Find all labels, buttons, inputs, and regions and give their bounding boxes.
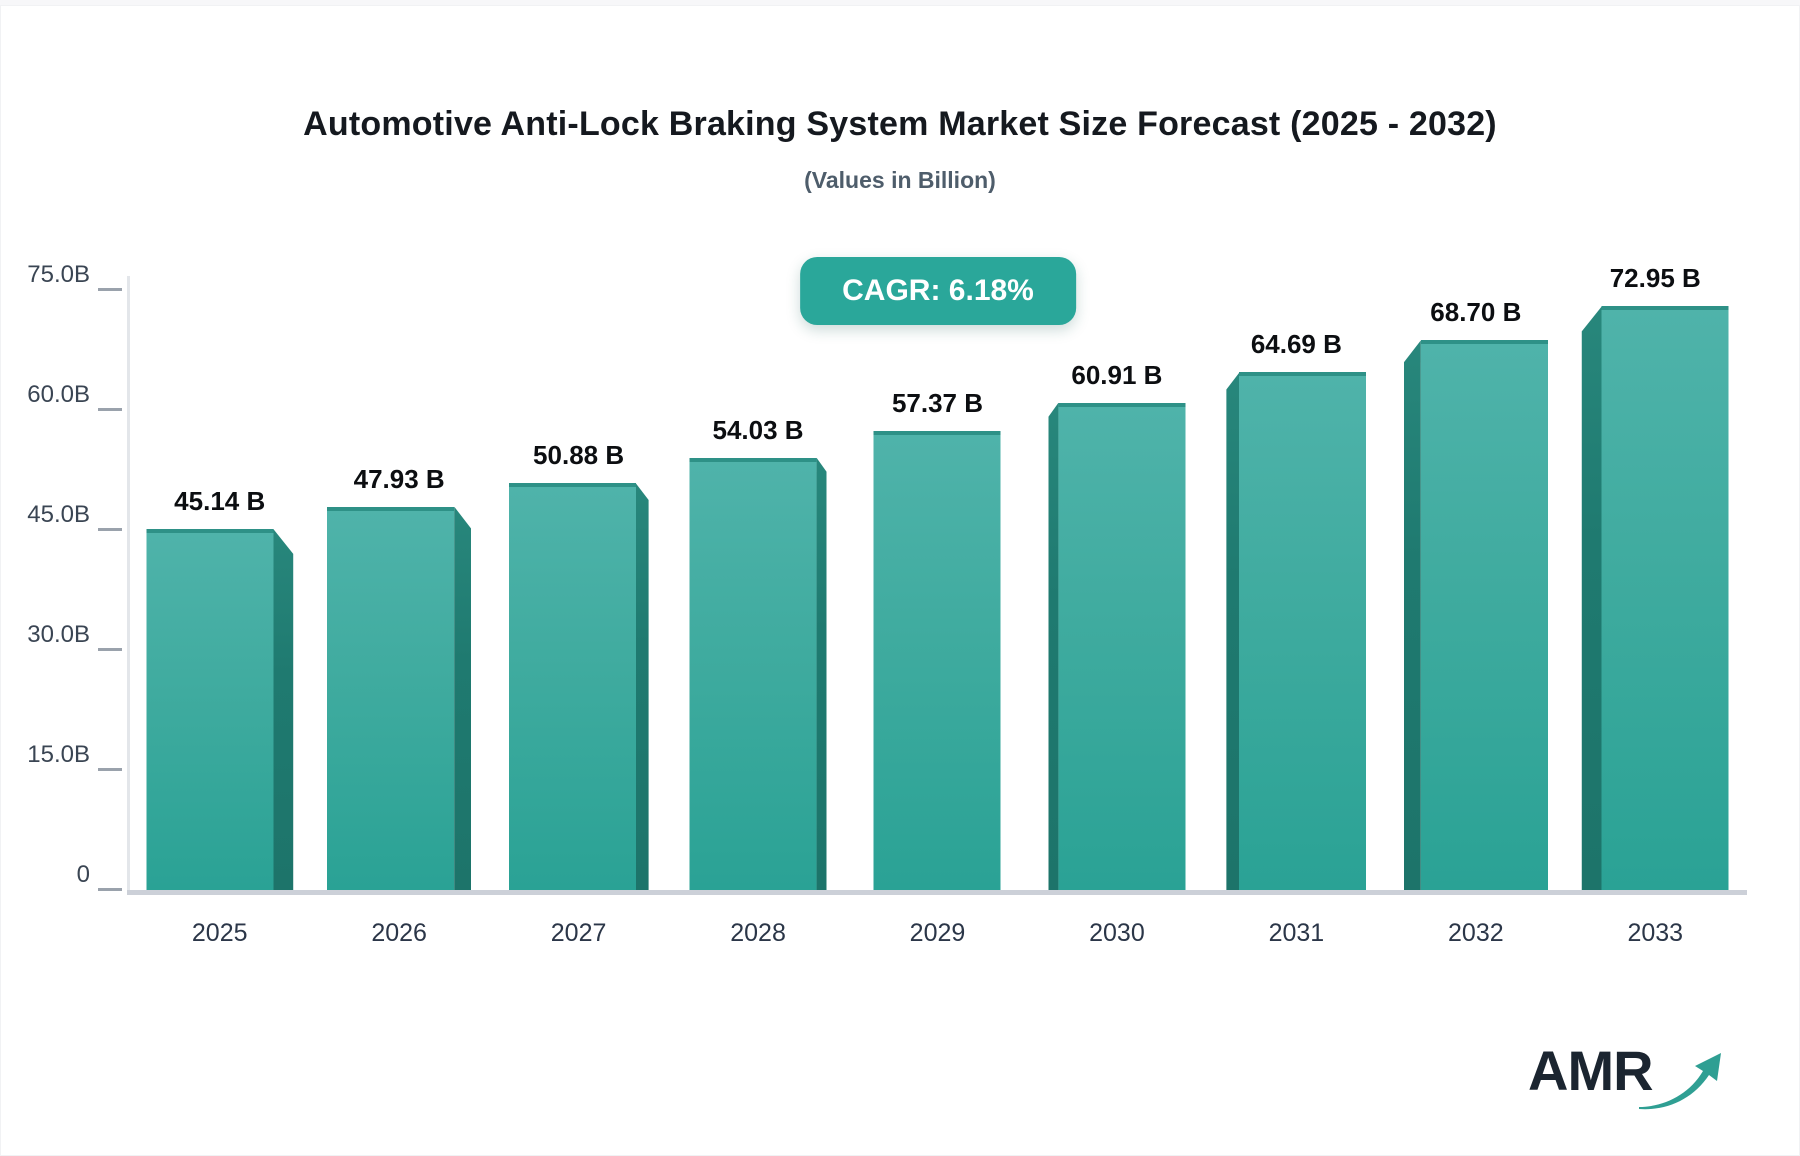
bar-side-2026 <box>454 506 472 890</box>
bar-value-label-2031: 64.69 B <box>1250 329 1342 360</box>
bar-face-2028 <box>689 457 817 890</box>
cagr-badge: CAGR: 6.18% <box>800 257 1076 325</box>
bar-side-2030 <box>1048 402 1059 890</box>
amr-logo-text: AMR <box>1528 1039 1654 1102</box>
bar-slot-2030: 60.91 B 2030 <box>1027 290 1206 947</box>
y-tick-dash-60.0B <box>98 408 122 411</box>
plot-area: 0 15.0B 30.0B 45.0B 60.0B 75.0B 45.14 B 2025 47… <box>27 261 1747 947</box>
bar-value-label-2026: 47.93 B <box>353 463 445 494</box>
bar-value-label-2027: 50.88 B <box>533 439 625 470</box>
x-category-label-2026: 2026 <box>371 919 427 947</box>
bar-slot-2026: 47.93 B 2026 <box>309 290 488 947</box>
x-category-label-2027: 2027 <box>550 919 607 947</box>
bar-side-2028 <box>816 457 827 890</box>
bar-2033 <box>1581 306 1729 890</box>
bar-slot-2033: 72.95 B 2033 <box>1566 263 1745 947</box>
bar-face-2026 <box>327 506 455 890</box>
bar-slot-2027: 50.88 B 2027 <box>489 290 668 947</box>
y-tick-label-60.0B: 60.0B <box>27 381 90 408</box>
y-tick-dash-0 <box>98 888 122 891</box>
bar-2032 <box>1403 340 1548 890</box>
bar-2029 <box>873 431 1001 890</box>
y-tick-label-30.0B: 30.0B <box>27 621 90 648</box>
bar-face-2029 <box>873 431 1001 890</box>
amr-logo: AMR <box>1528 1043 1725 1117</box>
x-axis-line <box>127 890 1747 895</box>
bar-2027 <box>508 482 649 890</box>
y-tick-dash-15.0B <box>98 768 122 771</box>
y-tick-label-0: 0 <box>76 861 90 888</box>
x-category-label-2033: 2033 <box>1627 919 1684 947</box>
x-category-label-2030: 2030 <box>1089 919 1145 947</box>
bar-side-2033 <box>1581 306 1602 890</box>
y-tick-label-75.0B: 75.0B <box>27 261 90 288</box>
bar-slot-2028: 54.03 B 2028 <box>668 290 847 947</box>
bar-face-2032 <box>1420 340 1548 890</box>
bar-slot-2031: 64.69 B 2031 <box>1207 290 1386 947</box>
bar-slot-2025: 45.14 B 2025 <box>130 290 309 947</box>
bar-value-label-2033: 72.95 B <box>1609 263 1701 294</box>
x-category-label-2031: 2031 <box>1268 919 1325 947</box>
x-category-label-2032: 2032 <box>1448 919 1504 947</box>
y-tick-label-15.0B: 15.0B <box>27 741 90 768</box>
bar-2026 <box>327 506 472 890</box>
y-tick-dash-45.0B <box>98 528 122 531</box>
bar-2028 <box>689 457 827 890</box>
y-tick-dash-30.0B <box>98 648 122 651</box>
bar-slot-2029: 57.37 B 2029 <box>848 290 1027 947</box>
bar-side-2031 <box>1226 372 1240 890</box>
bar-2030 <box>1048 402 1186 890</box>
bar-value-label-2028: 54.03 B <box>712 414 804 445</box>
bar-value-label-2029: 57.37 B <box>891 388 984 419</box>
chart-subtitle: (Values in Billion) <box>804 167 996 193</box>
growth-arrow-icon <box>1638 1053 1721 1110</box>
bar-face-2031 <box>1239 372 1367 890</box>
bar-2031 <box>1226 372 1367 890</box>
bar-value-label-2032: 68.70 B <box>1430 297 1522 328</box>
bar-side-2032 <box>1403 340 1421 890</box>
x-category-label-2029: 2029 <box>909 919 966 947</box>
bar-face-2030 <box>1058 402 1186 890</box>
bar-value-label-2025: 45.14 B <box>174 485 266 516</box>
y-axis-line <box>127 276 130 892</box>
bar-2025 <box>146 528 294 890</box>
bar-slot-2032: 68.70 B 2032 <box>1386 290 1565 947</box>
x-category-label-2028: 2028 <box>730 919 786 947</box>
bar-value-label-2030: 60.91 B <box>1071 359 1163 390</box>
bar-face-2025 <box>146 528 274 890</box>
x-category-label-2025: 2025 <box>191 919 248 947</box>
bar-face-2033 <box>1601 306 1729 890</box>
bar-face-2027 <box>508 482 636 890</box>
chart-title: Automotive Anti-Lock Braking System Mark… <box>303 105 1497 143</box>
bar-side-2025 <box>273 528 294 890</box>
y-tick-dash-75.0B <box>98 288 122 291</box>
y-tick-label-45.0B: 45.0B <box>27 501 90 528</box>
bar-side-2027 <box>635 482 649 890</box>
